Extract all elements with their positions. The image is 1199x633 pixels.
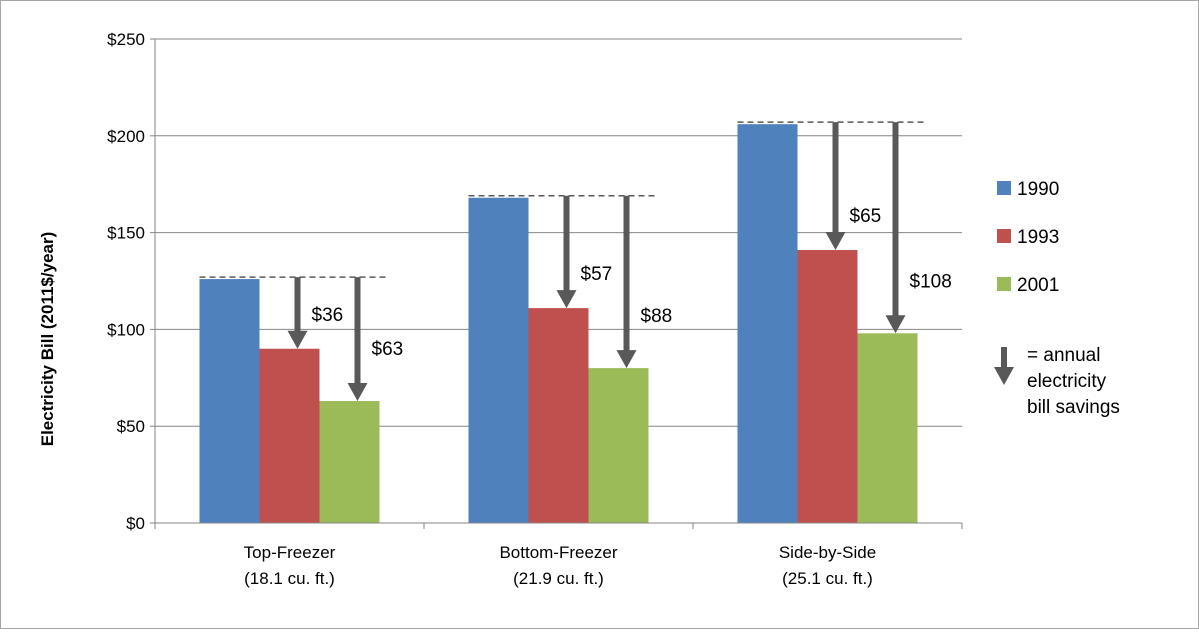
y-tick-label: $100 [107, 320, 145, 339]
legend-arrow-text: = annual [1027, 345, 1100, 366]
y-tick-label: $250 [107, 30, 145, 49]
legend-swatch-2001 [997, 277, 1011, 291]
bar-1990 [468, 197, 529, 523]
legend-label-1990: 1990 [1017, 179, 1059, 200]
y-tick-label: $200 [107, 127, 145, 146]
bar-1990 [199, 279, 260, 523]
y-tick-label: $150 [107, 224, 145, 243]
x-tick-label: (18.1 cu. ft.) [244, 569, 335, 588]
legend-arrow-text: bill savings [1027, 397, 1120, 418]
x-tick-label: (25.1 cu. ft.) [782, 569, 873, 588]
savings-arrow-2001 [616, 195, 637, 369]
bars [199, 124, 918, 524]
savings-label-2001: $108 [910, 271, 952, 292]
legend-swatch-1993 [997, 229, 1011, 243]
arrow-head [885, 315, 906, 334]
axes: $0 $50 $100 $150 $200 $250 Top-Freezer (18.1 cu… [107, 30, 963, 588]
x-tick-label: Side-by-Side [779, 543, 876, 562]
arrow-head [287, 330, 308, 349]
savings-arrow-1993 [556, 195, 577, 309]
y-tick-label: $50 [117, 417, 145, 436]
legend-label-2001: 2001 [1017, 275, 1059, 296]
savings-label-1993: $36 [312, 305, 344, 326]
bar-1990 [737, 124, 798, 524]
arrow-head [994, 367, 1014, 385]
y-axis-title: Electricity Bill (2011$/year) [38, 232, 57, 447]
bar-2001 [588, 368, 649, 523]
bar-2001 [319, 401, 380, 523]
legend-swatch-1990 [997, 181, 1011, 195]
legend-label-1993: 1993 [1017, 227, 1059, 248]
savings-arrow-1993 [287, 277, 308, 349]
savings-label-2001: $88 [641, 306, 673, 327]
x-tick-label: Top-Freezer [244, 543, 336, 562]
savings-arrow-2001 [347, 277, 368, 402]
savings-label-1993: $57 [581, 264, 613, 285]
legend: 1990 1993 2001 = annual electricity bill savi… [994, 179, 1120, 418]
bar-1993 [528, 308, 589, 523]
bar-1993 [797, 250, 858, 524]
savings-arrow-1993 [825, 122, 846, 251]
savings-label-1993: $65 [850, 206, 882, 227]
arrow-head [556, 290, 577, 309]
x-tick-label: Bottom-Freezer [499, 543, 617, 562]
x-tick-label: (21.9 cu. ft.) [513, 569, 604, 588]
arrow-head [825, 232, 846, 251]
arrow-head [616, 350, 637, 369]
legend-arrow-icon [994, 347, 1014, 385]
savings-arrow-2001 [885, 122, 906, 334]
bar-2001 [857, 333, 918, 523]
savings-annotations: $36 $63 $57 $88 $65 $108 [199, 121, 952, 402]
arrow-head [347, 383, 368, 402]
bar-1993 [259, 348, 320, 523]
y-tick-label: $0 [126, 514, 145, 533]
legend-arrow-text: electricity [1027, 371, 1107, 392]
savings-label-2001: $63 [372, 339, 404, 360]
